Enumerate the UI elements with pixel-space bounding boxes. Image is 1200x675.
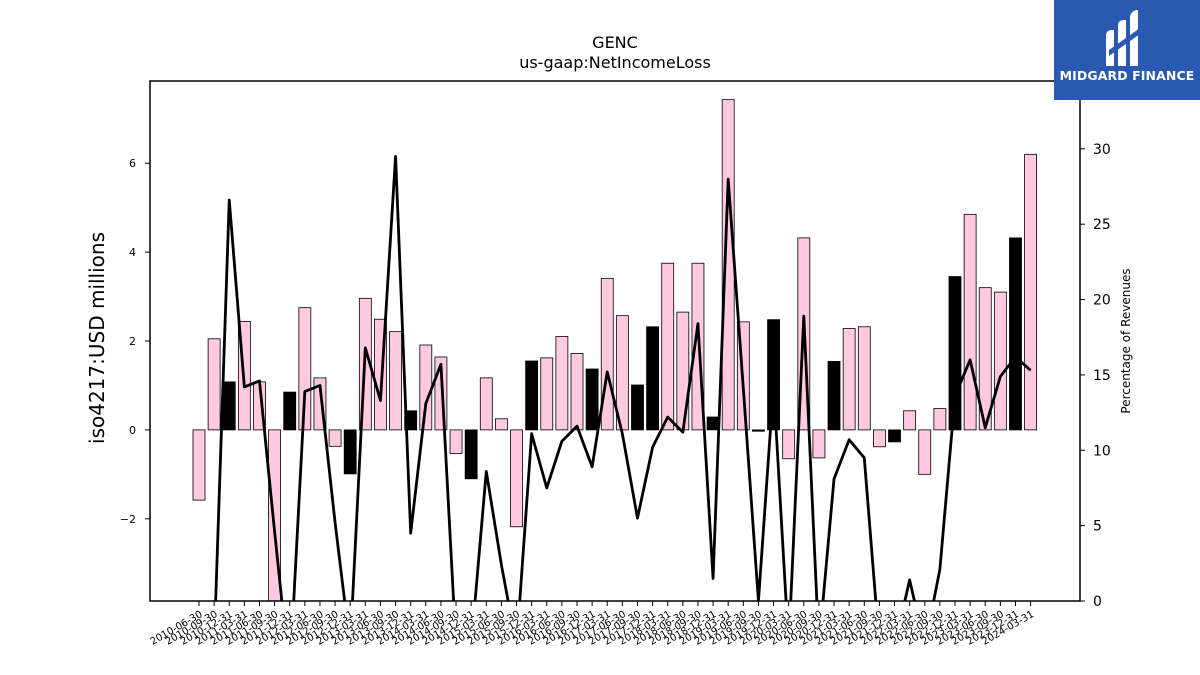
bars-layer bbox=[192, 99, 1037, 602]
bar bbox=[283, 391, 297, 431]
bar bbox=[510, 429, 523, 528]
bar bbox=[661, 262, 675, 431]
bar bbox=[298, 307, 312, 431]
bar bbox=[857, 326, 871, 431]
y-tick-label: 4 bbox=[129, 246, 136, 259]
bar bbox=[192, 429, 206, 501]
bar bbox=[933, 408, 947, 431]
bar bbox=[525, 360, 539, 431]
chart-title: GENC bbox=[592, 33, 638, 52]
bar bbox=[873, 429, 886, 448]
bar bbox=[752, 429, 765, 432]
series-line bbox=[214, 154, 1032, 601]
bar bbox=[903, 410, 917, 431]
left-axis: −2 0 2 4 6 bbox=[120, 157, 150, 526]
midgard-logo-icon bbox=[1106, 10, 1140, 66]
y2-tick-label: 30 bbox=[1093, 142, 1111, 158]
bar bbox=[888, 429, 901, 443]
y-axis-label: iso4217:USD millions bbox=[85, 232, 109, 444]
bar bbox=[570, 353, 584, 431]
y2-axis-label: Percentage of Revenues bbox=[1119, 268, 1133, 413]
bar bbox=[419, 344, 433, 431]
bar bbox=[963, 213, 977, 431]
bar bbox=[555, 336, 569, 431]
bar bbox=[827, 361, 841, 431]
chart-subtitle: us-gaap:NetIncomeLoss bbox=[519, 53, 711, 72]
line-layer bbox=[214, 154, 1032, 601]
bar bbox=[540, 357, 554, 431]
bar bbox=[494, 418, 508, 431]
bar bbox=[328, 429, 342, 447]
y-tick-label: 2 bbox=[129, 335, 136, 348]
right-axis: 0 5 10 15 20 25 30 bbox=[1080, 142, 1111, 610]
bar bbox=[479, 377, 493, 431]
bar bbox=[1024, 153, 1037, 431]
bar bbox=[207, 338, 221, 431]
y2-tick-label: 5 bbox=[1093, 519, 1102, 535]
logo-text: MIDGARD FINANCE bbox=[1059, 68, 1195, 83]
y2-tick-label: 0 bbox=[1093, 594, 1102, 610]
bar bbox=[918, 429, 932, 475]
bar bbox=[646, 326, 659, 431]
y2-tick-label: 25 bbox=[1093, 217, 1111, 233]
y-tick-label: −2 bbox=[120, 513, 136, 526]
bar bbox=[978, 287, 992, 431]
bar bbox=[631, 384, 644, 431]
y-tick-label: 0 bbox=[129, 424, 136, 437]
bar bbox=[842, 328, 856, 431]
y2-tick-label: 20 bbox=[1093, 293, 1111, 309]
logo: MIDGARD FINANCE bbox=[1054, 0, 1200, 100]
bar bbox=[449, 429, 463, 454]
y2-tick-label: 10 bbox=[1093, 443, 1111, 459]
bar bbox=[464, 429, 478, 480]
x-axis: 2010-06-302010-09-302010-12-312011-03-31… bbox=[149, 601, 1036, 648]
bar bbox=[993, 291, 1007, 431]
y-tick-label: 6 bbox=[129, 157, 136, 170]
plot-frame bbox=[149, 80, 1081, 602]
bar bbox=[782, 429, 796, 460]
bar bbox=[585, 368, 599, 431]
bar bbox=[222, 381, 236, 431]
bar bbox=[812, 429, 826, 459]
bar bbox=[676, 311, 690, 431]
bar bbox=[706, 416, 720, 431]
y2-tick-label: 15 bbox=[1093, 368, 1111, 384]
bar bbox=[389, 331, 402, 431]
bar bbox=[1009, 237, 1022, 431]
bar bbox=[767, 319, 780, 431]
bar bbox=[343, 429, 357, 475]
